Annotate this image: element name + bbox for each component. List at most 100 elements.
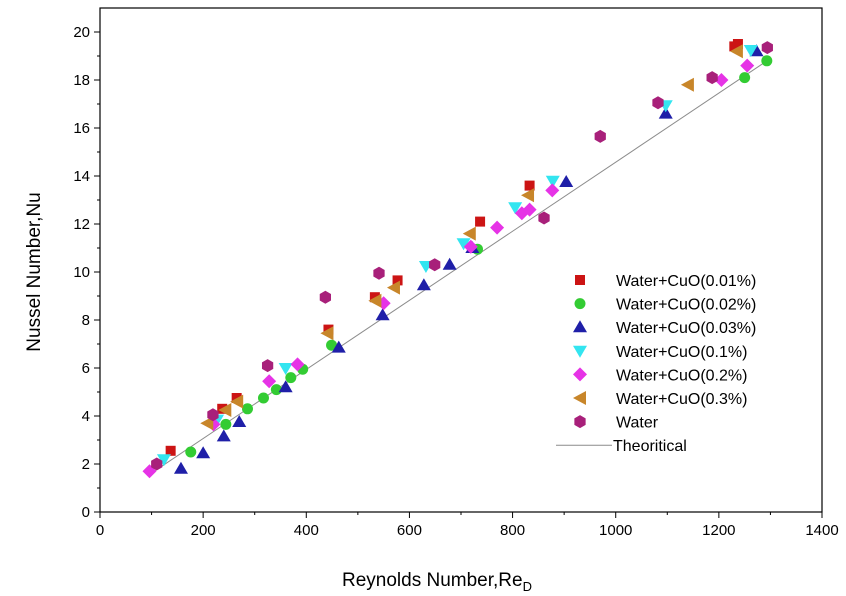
data-point: [261, 359, 274, 373]
x-tick-label: 800: [500, 522, 525, 539]
legend-marker: [574, 298, 586, 310]
y-tick-label: 10: [73, 264, 90, 281]
data-point: [257, 392, 269, 404]
data-point: [538, 211, 550, 225]
data-point: [680, 77, 694, 92]
data-point: [165, 445, 176, 456]
data-point: [545, 175, 560, 188]
x-tick-label: 200: [191, 522, 216, 539]
x-tick-label: 1400: [805, 522, 838, 539]
legend-marker: [573, 345, 587, 358]
plot-frame: [99, 7, 823, 513]
legend-label: Water+CuO(0.1%): [616, 344, 747, 361]
data-point: [706, 71, 718, 85]
data-markers: [142, 39, 773, 479]
data-point: [320, 326, 334, 341]
data-point: [732, 39, 743, 49]
data-point: [368, 293, 382, 308]
series-water-cuo-0-3: [200, 44, 743, 431]
data-point: [369, 292, 380, 303]
data-point: [241, 403, 253, 415]
data-point: [416, 278, 431, 291]
legend-label: Water+CuO(0.02%): [616, 297, 756, 314]
y-tick-label: 16: [73, 120, 90, 137]
data-point: [490, 220, 505, 235]
data-point: [521, 188, 535, 203]
data-point: [729, 44, 743, 59]
y-tick-label: 14: [73, 168, 90, 185]
data-point: [761, 41, 773, 55]
data-point: [151, 457, 163, 471]
x-tick-label: 0: [96, 522, 104, 539]
legend-label: Water: [616, 415, 659, 432]
data-point: [200, 416, 214, 431]
y-tick-label: 12: [73, 216, 90, 233]
theoretical-line: [148, 61, 766, 476]
y-tick-label: 4: [82, 408, 90, 425]
legend-marker: [575, 275, 585, 285]
data-point: [216, 429, 231, 442]
data-point: [740, 58, 755, 73]
legend-label: Theoritical: [613, 438, 687, 455]
data-point: [196, 446, 211, 459]
legend-marker: [574, 415, 586, 429]
data-point: [522, 202, 537, 217]
x-tick-label: 1000: [599, 522, 632, 539]
data-point: [373, 266, 385, 280]
theoretical-line-group: [148, 61, 766, 476]
data-point: [290, 357, 305, 372]
data-point: [392, 275, 403, 286]
plot-border: [99, 7, 823, 513]
data-point: [285, 372, 297, 384]
data-point: [594, 129, 606, 143]
data-point: [658, 106, 673, 119]
data-point: [218, 403, 232, 417]
data-point: [442, 257, 457, 270]
data-point: [714, 73, 729, 87]
legend-marker: [573, 367, 587, 382]
data-point: [524, 180, 535, 191]
data-point: [262, 374, 277, 389]
legend-marker: [573, 391, 586, 405]
data-point: [475, 216, 486, 227]
y-tick-label: 20: [73, 24, 90, 41]
data-point: [462, 226, 476, 241]
y-tick-label: 2: [82, 456, 90, 473]
legend-label: Water+CuO(0.2%): [616, 367, 747, 384]
x-tick-label: 600: [397, 522, 422, 539]
legend: Water+CuO(0.01%) Water+CuO(0.02%) Water+Cu…: [556, 273, 756, 455]
data-point: [652, 96, 664, 110]
legend-label: Water+CuO(0.01%): [616, 273, 756, 290]
legend-label: Water+CuO(0.03%): [616, 320, 756, 337]
x-tick-label: 1200: [702, 522, 735, 539]
axis-ticks: 0 200 400 600 800 1000 1200 1400 0 2 4 6 8 10 12 14 16 18…: [73, 24, 838, 539]
data-point: [185, 446, 197, 458]
data-point: [278, 363, 293, 375]
series-water-cuo-0-03: [173, 44, 764, 474]
x-tick-label: 400: [294, 522, 319, 539]
data-point: [319, 290, 331, 304]
data-point: [456, 238, 471, 251]
y-tick-label: 6: [82, 360, 90, 377]
data-point: [559, 175, 574, 187]
data-point: [220, 418, 232, 430]
data-point: [231, 393, 242, 403]
y-tick-label: 0: [82, 504, 90, 521]
data-point: [326, 339, 338, 351]
y-axis-title: Nussel Number,Nu: [24, 192, 45, 351]
data-point: [375, 308, 390, 321]
data-point: [207, 408, 219, 422]
legend-marker: [573, 320, 587, 333]
x-axis-title: Reynolds Number,ReD: [342, 570, 532, 594]
data-point: [278, 380, 293, 393]
legend-label: Water+CuO(0.3%): [616, 391, 747, 408]
data-point: [331, 340, 346, 353]
data-point: [232, 415, 247, 427]
data-point: [386, 280, 400, 295]
data-point: [743, 45, 758, 57]
data-point: [463, 239, 478, 254]
data-point: [545, 183, 560, 198]
y-tick-label: 18: [73, 72, 90, 89]
series-water: [151, 41, 773, 471]
